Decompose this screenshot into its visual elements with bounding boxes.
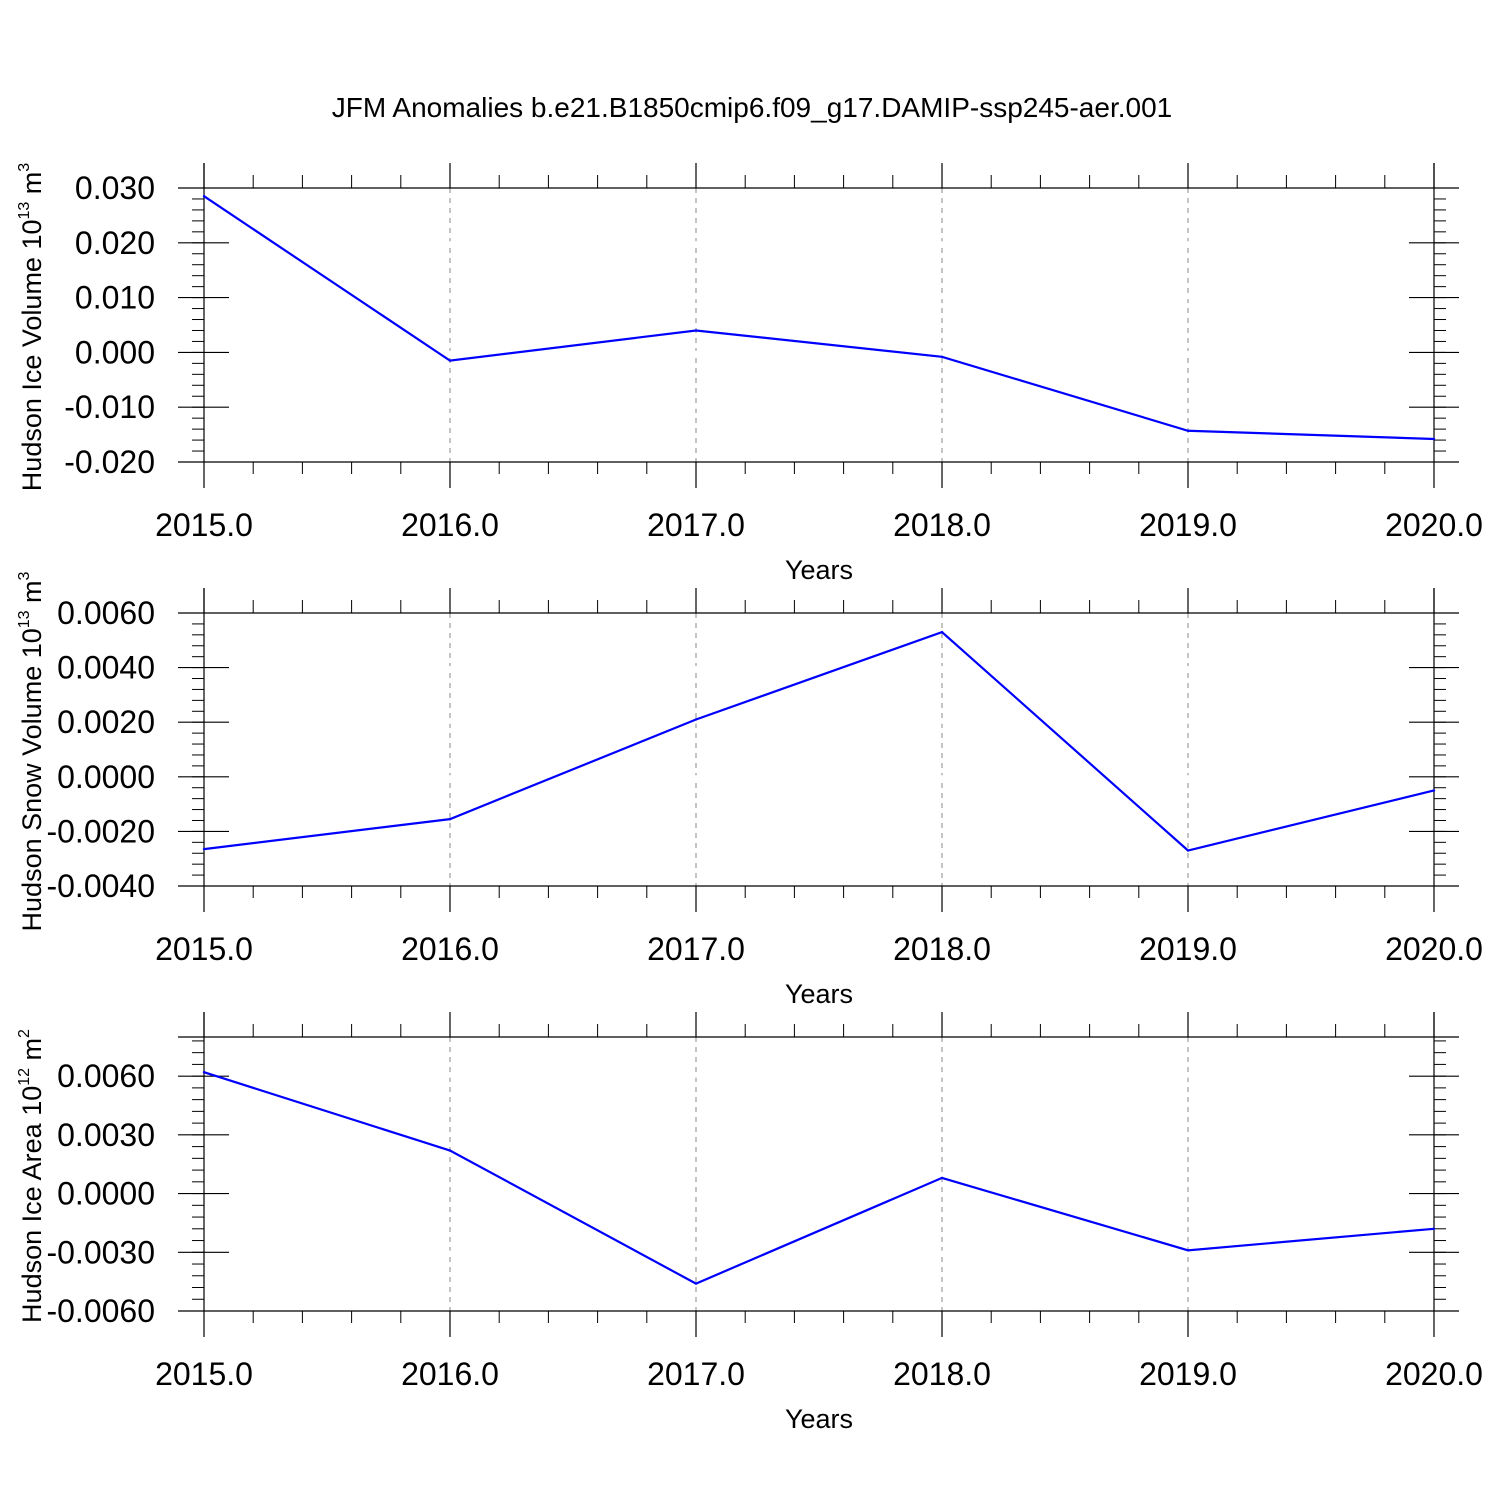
data-point [1186, 1249, 1190, 1252]
x-tick-label: 2016.0 [401, 1356, 499, 1392]
x-axis-title: Years [785, 979, 853, 1009]
data-point [694, 718, 698, 721]
data-point [1186, 849, 1190, 852]
y-tick-label: 0.0060 [57, 1058, 155, 1094]
y-tick-label: 0.030 [75, 170, 155, 206]
x-tick-label: 2015.0 [155, 1356, 253, 1392]
chart-title: JFM Anomalies b.e21.B1850cmip6.f09_g17.D… [332, 92, 1172, 123]
data-point [448, 817, 452, 821]
x-tick-label: 2019.0 [1139, 1356, 1237, 1392]
panel-2: 0.00600.00400.00200.0000-0.0020-0.004020… [16, 571, 1483, 1009]
data-point [694, 1282, 698, 1285]
series-line [203, 1071, 1435, 1285]
y-tick-label: 0.0000 [57, 1176, 155, 1212]
x-axis-title: Years [785, 1404, 853, 1434]
y-tick-label: 0.0060 [57, 595, 155, 631]
data-point [1432, 437, 1436, 441]
x-axis-title: Years [785, 555, 853, 585]
y-tick-label: 0.0020 [57, 704, 155, 740]
x-tick-label: 2019.0 [1139, 507, 1237, 543]
y-tick-label: -0.010 [64, 389, 155, 425]
y-tick-label: 0.0030 [57, 1117, 155, 1153]
y-tick-label: -0.0040 [46, 868, 155, 904]
data-point [940, 355, 944, 358]
data-point [202, 1071, 206, 1074]
x-tick-label: 2016.0 [401, 507, 499, 543]
x-tick-label: 2016.0 [401, 931, 499, 967]
x-tick-label: 2018.0 [893, 1356, 991, 1392]
y-axis-title: Hudson Ice Volume 1013 m3 [16, 163, 47, 491]
data-point [1186, 429, 1190, 432]
x-tick-label: 2018.0 [893, 931, 991, 967]
y-axis-title: Hudson Snow Volume 1013 m3 [16, 571, 47, 931]
x-tick-label: 2020.0 [1385, 1356, 1483, 1392]
data-point [448, 1149, 452, 1152]
x-tick-label: 2020.0 [1385, 507, 1483, 543]
data-point [1432, 1227, 1436, 1231]
y-tick-label: 0.010 [75, 280, 155, 316]
x-tick-label: 2015.0 [155, 507, 253, 543]
data-point [940, 630, 944, 634]
data-point [202, 847, 206, 851]
data-point [694, 329, 698, 332]
data-point [1432, 789, 1436, 792]
y-tick-label: 0.0000 [57, 759, 155, 795]
data-point [940, 1176, 944, 1180]
y-tick-label: -0.0030 [46, 1234, 155, 1270]
y-tick-label: 0.020 [75, 225, 155, 261]
x-tick-label: 2017.0 [647, 1356, 745, 1392]
y-tick-label: -0.0060 [46, 1293, 155, 1329]
series-line [203, 195, 1435, 441]
x-tick-label: 2017.0 [647, 931, 745, 967]
x-tick-label: 2018.0 [893, 507, 991, 543]
x-tick-label: 2020.0 [1385, 931, 1483, 967]
x-tick-label: 2017.0 [647, 507, 745, 543]
data-point [448, 359, 452, 362]
y-tick-label: -0.0020 [46, 813, 155, 849]
y-axis-title: Hudson Ice Area 1012 m2 [16, 1029, 47, 1323]
x-tick-label: 2019.0 [1139, 931, 1237, 967]
y-tick-label: 0.000 [75, 334, 155, 370]
data-point [202, 195, 206, 198]
y-tick-label: 0.0040 [57, 650, 155, 686]
series-line [203, 630, 1435, 852]
y-tick-label: -0.020 [64, 444, 155, 480]
x-tick-label: 2015.0 [155, 931, 253, 967]
